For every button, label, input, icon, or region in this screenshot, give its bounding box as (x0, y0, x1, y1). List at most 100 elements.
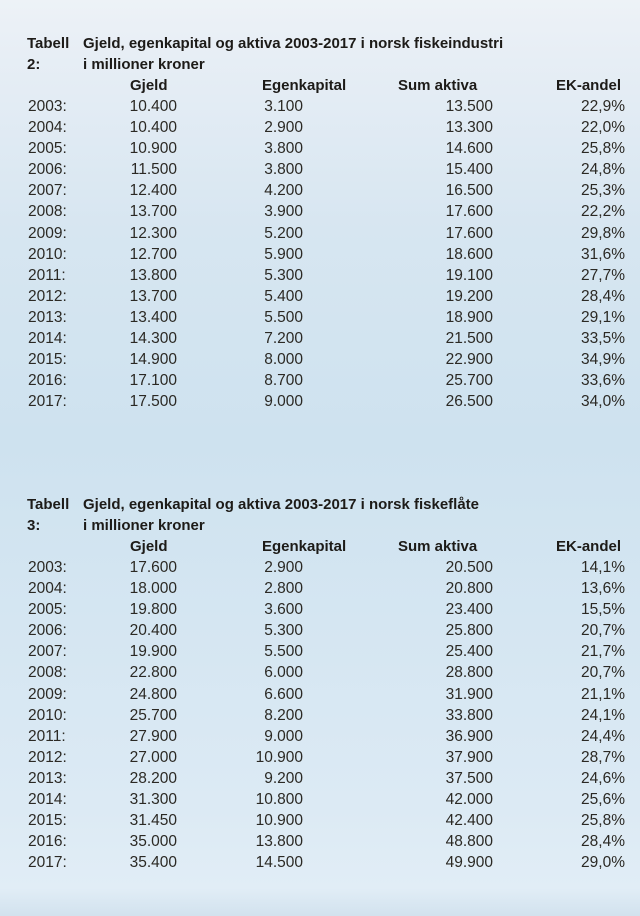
egenkapital-cell: 2.900 (264, 559, 303, 576)
egenkapital-cell: 13.800 (255, 833, 303, 851)
table-row: 2006: 20.400 5.300 25.800 20,7% (28, 620, 640, 641)
egenkapital-cell: 5.400 (264, 287, 303, 305)
tabell-2-subtitle: i millioner kroner (83, 56, 205, 73)
gjeld-cell: 28.200 (129, 769, 177, 787)
year-cell: 2011: (28, 727, 66, 745)
gjeld-cell: 13.800 (129, 266, 177, 284)
column-header-egenkapital: Egenkapital (262, 77, 347, 94)
egenkapital-cell: 9.000 (264, 393, 303, 411)
tabell-3-label: Tabell 3: (27, 496, 70, 534)
ek-andel-cell: 14,1% (581, 559, 625, 576)
ek-andel-cell: 20,7% (581, 622, 625, 640)
table-row: 2008: 22.800 6.000 28.800 20,7% (28, 662, 640, 683)
ek-andel-cell: 21,1% (581, 685, 625, 703)
sum-aktiva-cell: 15.400 (445, 161, 493, 179)
column-header-sum-aktiva: Sum aktiva (398, 77, 478, 94)
sum-aktiva-cell: 37.900 (445, 748, 493, 766)
sum-aktiva-cell: 49.900 (445, 854, 493, 872)
ek-andel-cell: 33,6% (581, 372, 625, 390)
sum-aktiva-cell: 18.900 (445, 308, 493, 326)
sum-aktiva-cell: 28.800 (445, 664, 493, 682)
sum-aktiva-cell: 25.800 (445, 622, 493, 640)
year-cell: 2005: (28, 140, 67, 158)
egenkapital-cell: 10.800 (255, 791, 303, 809)
table-row: 2014: 14.300 7.200 21.500 33,5% (28, 328, 640, 349)
gjeld-cell: 22.800 (129, 664, 177, 682)
sum-aktiva-cell: 26.500 (445, 393, 493, 411)
sum-aktiva-cell: 21.500 (445, 330, 493, 348)
gjeld-cell: 13.700 (129, 203, 177, 221)
ek-andel-cell: 22,2% (581, 203, 625, 221)
table-row: 2006: 11.500 3.800 15.400 24,8% (28, 159, 640, 180)
egenkapital-cell: 9.000 (264, 727, 303, 745)
sum-aktiva-cell: 14.600 (445, 140, 493, 158)
year-cell: 2016: (28, 833, 67, 851)
tabell-3-header-row: Gjeld Egenkapital Sum aktiva EK-andel (0, 536, 640, 557)
year-cell: 2010: (28, 245, 67, 263)
year-cell: 2009: (28, 685, 67, 703)
year-cell: 2012: (28, 748, 67, 766)
gjeld-cell: 18.000 (129, 580, 177, 598)
table-row: 2010: 25.700 8.200 33.800 24,1% (28, 705, 640, 726)
sum-aktiva-cell: 33.800 (445, 706, 493, 724)
year-cell: 2007: (28, 182, 67, 200)
year-cell: 2003: (28, 559, 67, 576)
column-header-gjeld: Gjeld (130, 77, 168, 94)
egenkapital-cell: 5.500 (264, 308, 303, 326)
ek-andel-cell: 25,8% (581, 812, 625, 830)
gjeld-cell: 14.900 (129, 351, 177, 369)
egenkapital-cell: 8.000 (264, 351, 303, 369)
gjeld-cell: 14.300 (129, 330, 177, 348)
ek-andel-cell: 24,4% (581, 727, 625, 745)
year-cell: 2008: (28, 203, 67, 221)
ek-andel-cell: 29,8% (581, 224, 625, 242)
egenkapital-cell: 3.100 (264, 98, 303, 115)
sum-aktiva-cell: 23.400 (445, 601, 493, 619)
table-row: 2004: 18.000 2.800 20.800 13,6% (28, 578, 640, 599)
column-header-sum-aktiva: Sum aktiva (398, 538, 478, 555)
tabell-2-label: Tabell 2: (27, 35, 70, 73)
year-cell: 2014: (28, 330, 67, 348)
table-row: 2009: 24.800 6.600 31.900 21,1% (28, 684, 640, 705)
sum-aktiva-cell: 42.400 (445, 812, 493, 830)
sum-aktiva-cell: 13.500 (445, 98, 493, 115)
ek-andel-cell: 34,9% (581, 351, 625, 369)
ek-andel-cell: 27,7% (581, 266, 625, 284)
gjeld-cell: 11.500 (130, 161, 177, 179)
sum-aktiva-cell: 37.500 (445, 769, 493, 787)
table-row: 2005: 10.900 3.800 14.600 25,8% (28, 138, 640, 159)
egenkapital-cell: 10.900 (255, 748, 303, 766)
egenkapital-cell: 5.300 (264, 622, 303, 640)
ek-andel-cell: 28,4% (581, 833, 625, 851)
gjeld-cell: 10.400 (129, 98, 177, 115)
egenkapital-cell: 9.200 (264, 769, 303, 787)
egenkapital-cell: 10.900 (255, 812, 303, 830)
tabell-3-subtitle: i millioner kroner (83, 517, 205, 534)
gjeld-cell: 13.400 (129, 308, 177, 326)
year-cell: 2008: (28, 664, 67, 682)
column-header-ek-andel: EK-andel (556, 77, 622, 94)
sum-aktiva-cell: 31.900 (445, 685, 493, 703)
tabell-2-title-row: Tabell 2: Gjeld, egenkapital og aktiva 2… (0, 33, 640, 75)
gjeld-cell: 35.000 (129, 833, 177, 851)
ek-andel-cell: 20,7% (581, 664, 625, 682)
ek-andel-cell: 33,5% (581, 330, 625, 348)
year-cell: 2017: (28, 393, 67, 411)
tabell-3-block: Tabell 3: Gjeld, egenkapital og aktiva 2… (0, 494, 640, 873)
year-cell: 2015: (28, 351, 67, 369)
ek-andel-cell: 28,4% (581, 287, 625, 305)
table-row: 2005: 19.800 3.600 23.400 15,5% (28, 599, 640, 620)
egenkapital-cell: 5.200 (264, 224, 303, 242)
ek-andel-cell: 15,5% (581, 601, 625, 619)
table-row: 2016: 35.000 13.800 48.800 28,4% (28, 831, 640, 852)
ek-andel-cell: 25,6% (581, 791, 625, 809)
sum-aktiva-cell: 48.800 (445, 833, 493, 851)
sum-aktiva-cell: 20.800 (445, 580, 493, 598)
egenkapital-cell: 5.900 (264, 245, 303, 263)
egenkapital-cell: 5.300 (264, 266, 303, 284)
year-cell: 2013: (28, 769, 67, 787)
ek-andel-cell: 28,7% (581, 748, 625, 766)
year-cell: 2009: (28, 224, 67, 242)
sum-aktiva-cell: 19.200 (445, 287, 493, 305)
egenkapital-cell: 3.600 (264, 601, 303, 619)
